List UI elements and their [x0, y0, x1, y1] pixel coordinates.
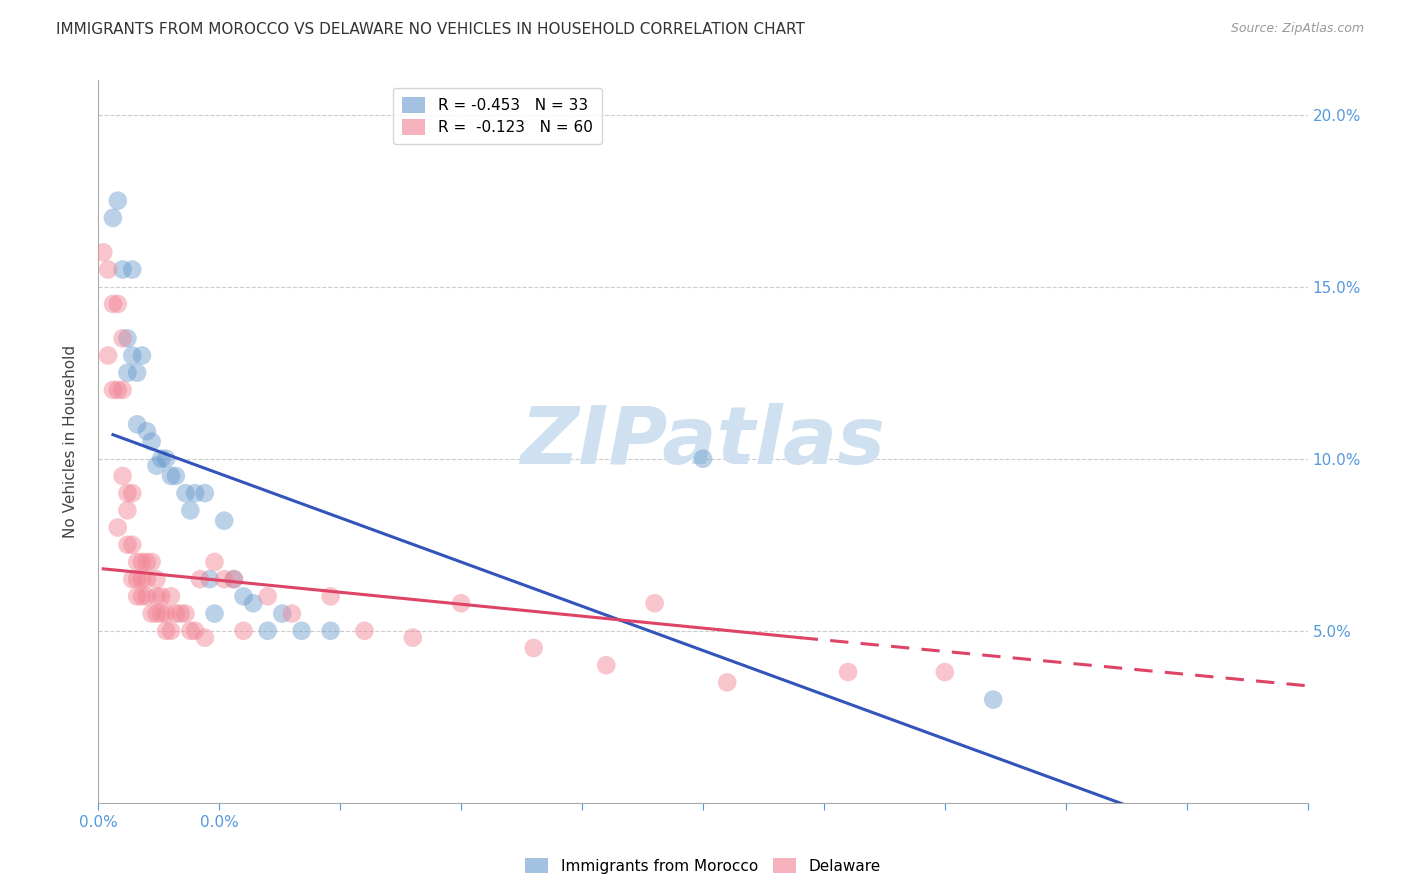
Point: [150, 607, 173, 621]
Point: [121, 486, 143, 500]
Point: [107, 297, 129, 311]
Point: [111, 383, 134, 397]
Point: [127, 590, 149, 604]
Point: [222, 572, 245, 586]
Point: [184, 624, 207, 638]
Point: [402, 631, 425, 645]
Point: [198, 572, 221, 586]
Point: [127, 572, 149, 586]
Point: [117, 331, 139, 345]
Point: [179, 503, 201, 517]
Point: [319, 624, 342, 638]
Point: [121, 262, 143, 277]
Point: [981, 692, 1004, 706]
Point: [145, 572, 167, 586]
Point: [169, 607, 191, 621]
Point: [107, 383, 129, 397]
Point: [271, 607, 294, 621]
Point: [141, 434, 163, 449]
Point: [101, 211, 124, 225]
Point: [97, 349, 120, 363]
Point: [121, 349, 143, 363]
Point: [117, 366, 139, 380]
Point: [281, 607, 304, 621]
Point: [184, 486, 207, 500]
Point: [155, 624, 177, 638]
Point: [242, 596, 264, 610]
Point: [595, 658, 617, 673]
Text: ZIPatlas: ZIPatlas: [520, 402, 886, 481]
Point: [91, 245, 114, 260]
Point: [131, 572, 153, 586]
Point: [117, 503, 139, 517]
Point: [523, 640, 546, 655]
Point: [145, 607, 167, 621]
Point: [160, 590, 183, 604]
Point: [121, 572, 143, 586]
Point: [135, 572, 157, 586]
Point: [127, 555, 149, 569]
Point: [174, 486, 197, 500]
Point: [101, 383, 124, 397]
Point: [155, 607, 177, 621]
Point: [692, 451, 714, 466]
Point: [837, 665, 859, 679]
Point: [179, 624, 201, 638]
Point: [204, 607, 226, 621]
Point: [212, 514, 235, 528]
Point: [97, 262, 120, 277]
Point: [107, 194, 129, 208]
Point: [111, 262, 134, 277]
Point: [188, 572, 211, 586]
Point: [256, 590, 278, 604]
Point: [127, 366, 149, 380]
Legend: R = -0.453   N = 33, R =  -0.123   N = 60: R = -0.453 N = 33, R = -0.123 N = 60: [394, 88, 602, 145]
Text: Source: ZipAtlas.com: Source: ZipAtlas.com: [1230, 22, 1364, 36]
Point: [290, 624, 312, 638]
Point: [194, 486, 217, 500]
Point: [107, 520, 129, 534]
Point: [160, 469, 183, 483]
Point: [353, 624, 375, 638]
Point: [155, 451, 177, 466]
Point: [141, 607, 163, 621]
Point: [145, 458, 167, 473]
Point: [141, 555, 163, 569]
Point: [117, 486, 139, 500]
Point: [716, 675, 738, 690]
Point: [131, 590, 153, 604]
Point: [644, 596, 666, 610]
Point: [150, 590, 173, 604]
Point: [232, 624, 254, 638]
Point: [150, 451, 173, 466]
Point: [135, 424, 157, 438]
Point: [174, 607, 197, 621]
Text: IMMIGRANTS FROM MOROCCO VS DELAWARE NO VEHICLES IN HOUSEHOLD CORRELATION CHART: IMMIGRANTS FROM MOROCCO VS DELAWARE NO V…: [56, 22, 806, 37]
Point: [145, 590, 167, 604]
Point: [135, 555, 157, 569]
Point: [111, 469, 134, 483]
Point: [256, 624, 278, 638]
Point: [101, 297, 124, 311]
Point: [160, 624, 183, 638]
Point: [232, 590, 254, 604]
Point: [934, 665, 956, 679]
Point: [222, 572, 245, 586]
Point: [165, 607, 187, 621]
Point: [204, 555, 226, 569]
Point: [111, 331, 134, 345]
Point: [194, 631, 217, 645]
Point: [212, 572, 235, 586]
Point: [319, 590, 342, 604]
Point: [127, 417, 149, 432]
Legend: Immigrants from Morocco, Delaware: Immigrants from Morocco, Delaware: [519, 852, 887, 880]
Point: [117, 538, 139, 552]
Point: [165, 469, 187, 483]
Point: [121, 538, 143, 552]
Point: [135, 590, 157, 604]
Point: [450, 596, 472, 610]
Point: [131, 349, 153, 363]
Point: [131, 555, 153, 569]
Y-axis label: No Vehicles in Household: No Vehicles in Household: [63, 345, 77, 538]
